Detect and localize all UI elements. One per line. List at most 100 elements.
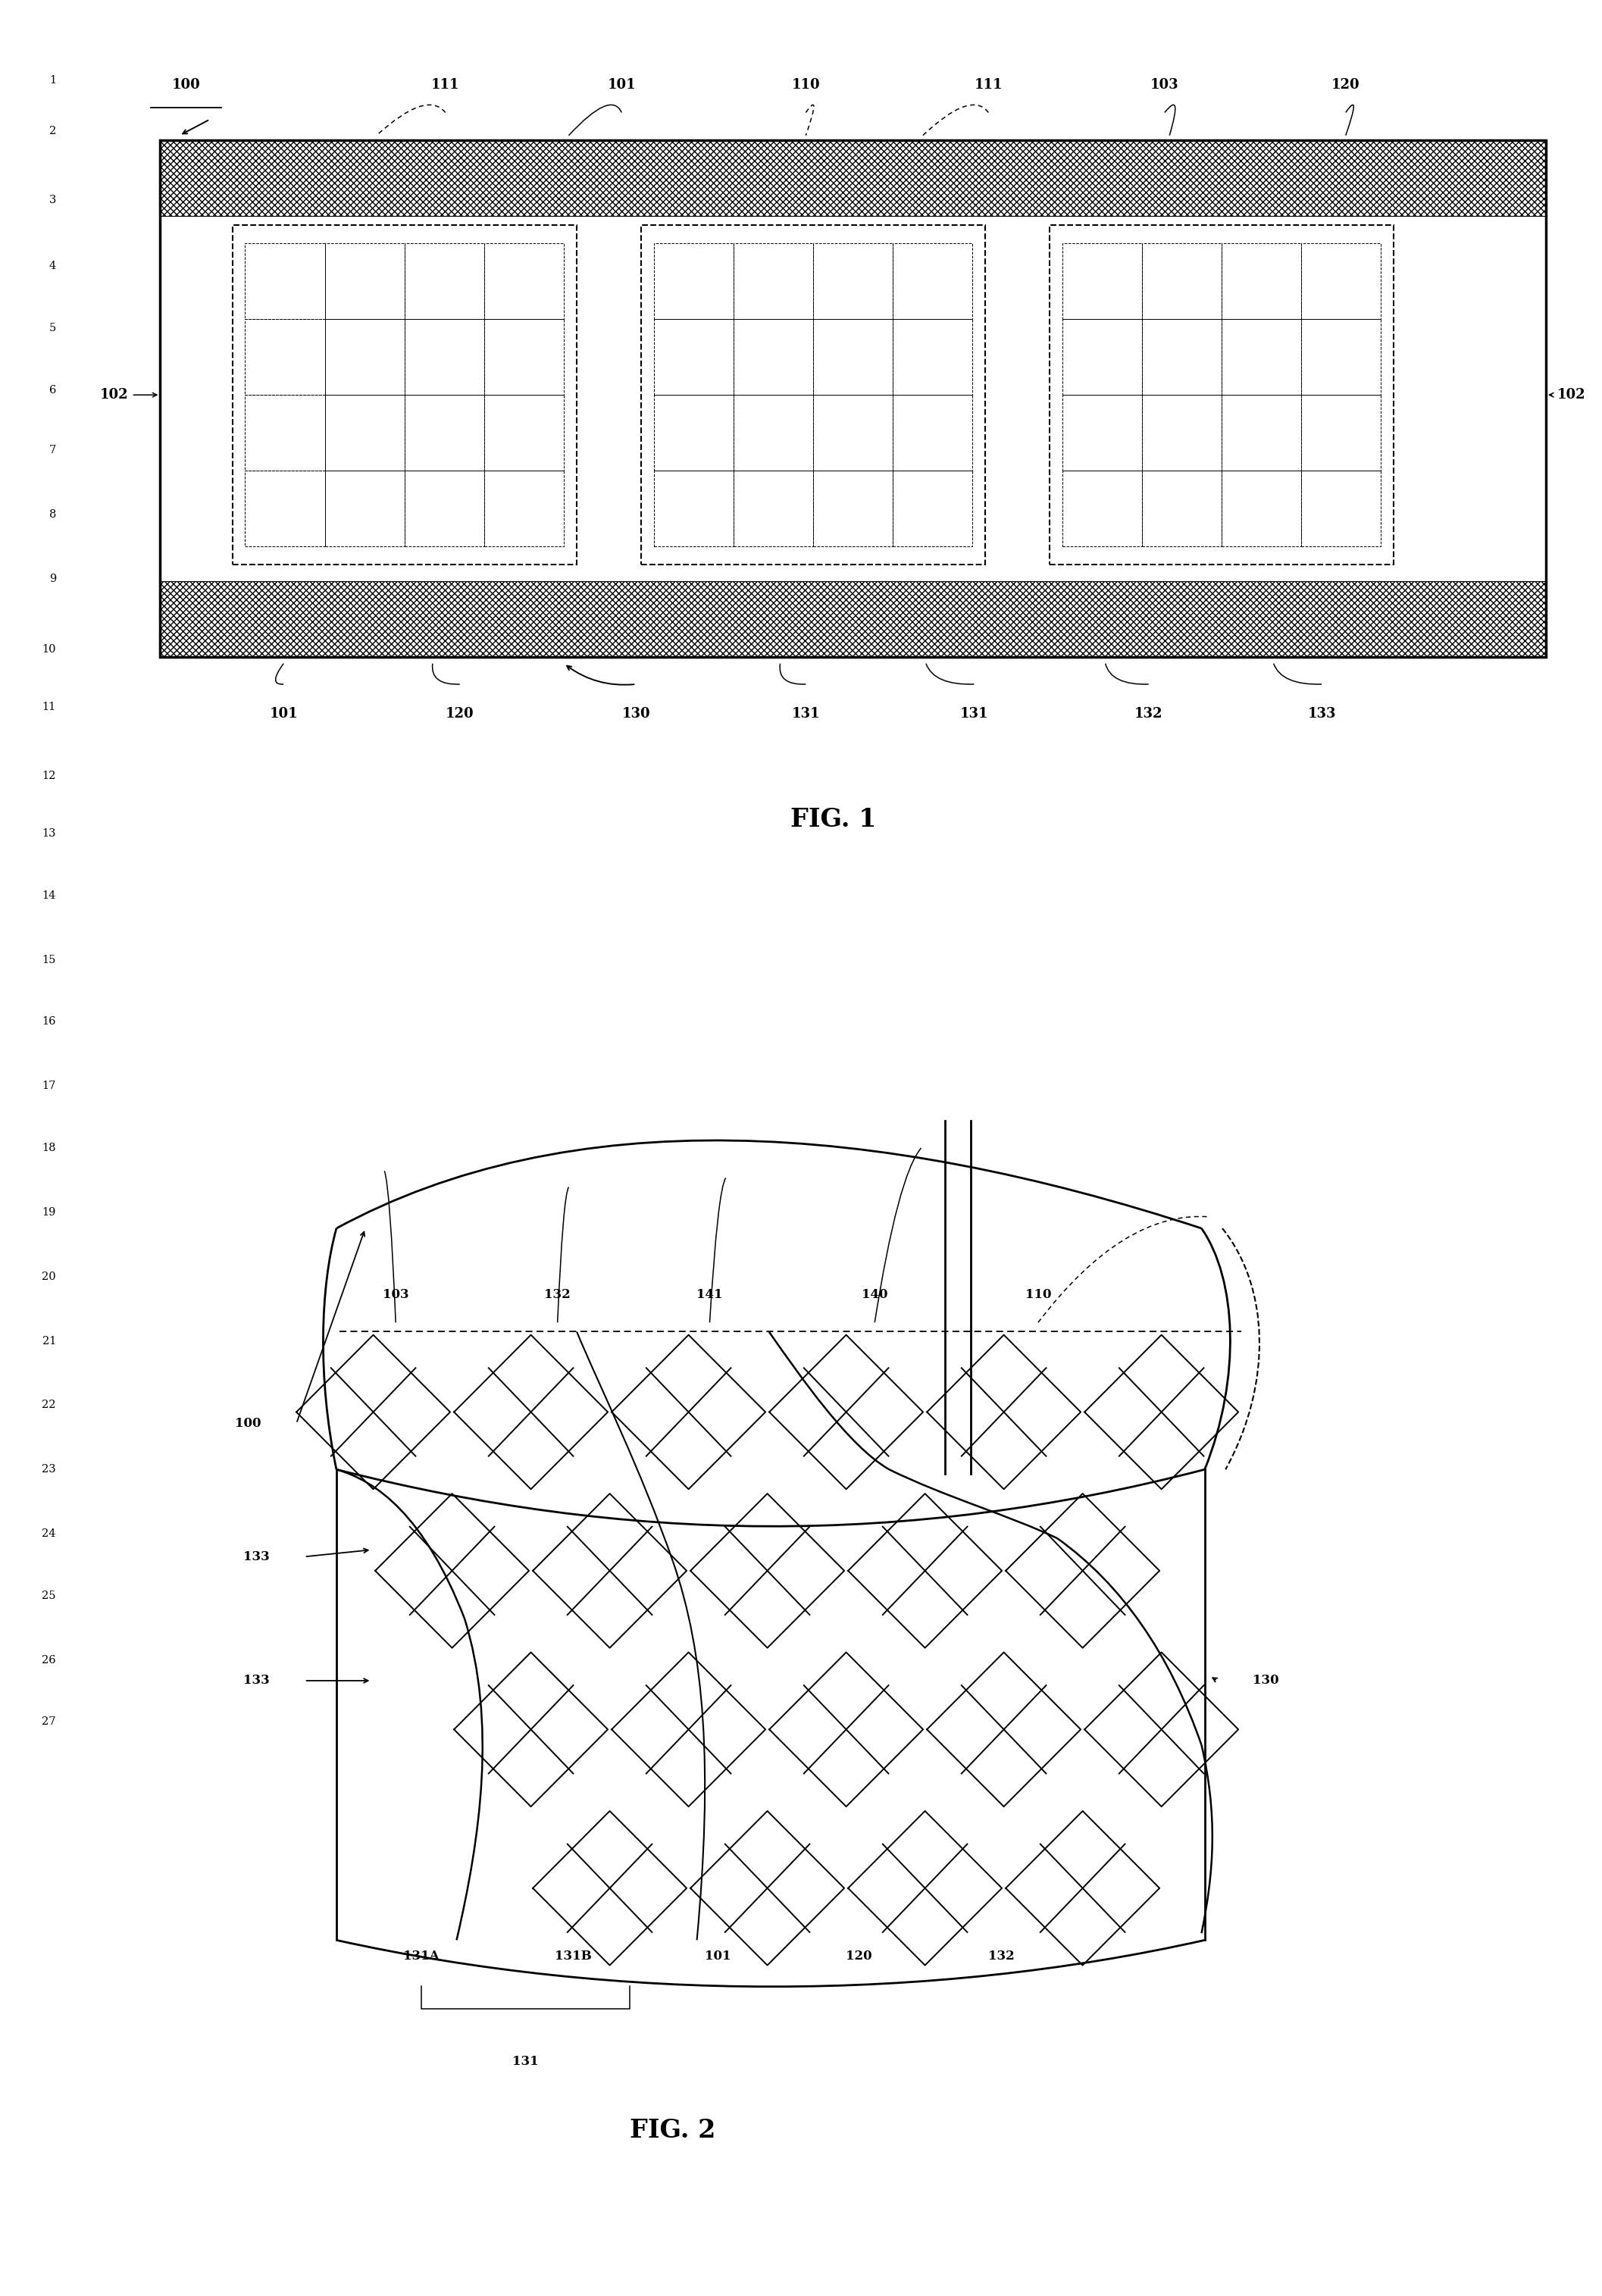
Bar <box>734 319 814 395</box>
Text: 17: 17 <box>42 1081 56 1091</box>
Bar <box>1301 471 1381 546</box>
Bar <box>325 471 405 546</box>
Bar <box>1062 243 1142 319</box>
Text: 14: 14 <box>42 891 56 900</box>
Text: 18: 18 <box>42 1143 56 1153</box>
Text: 23: 23 <box>42 1465 56 1474</box>
Bar <box>404 471 484 546</box>
Bar <box>325 243 405 319</box>
Text: 11: 11 <box>42 703 56 712</box>
Bar <box>245 243 325 319</box>
Bar <box>1062 471 1142 546</box>
Bar <box>654 319 734 395</box>
Bar <box>404 395 484 471</box>
Text: 21: 21 <box>42 1336 56 1345</box>
Text: 101: 101 <box>607 78 636 92</box>
Bar <box>814 395 892 471</box>
Bar <box>1142 243 1221 319</box>
Bar <box>1062 319 1142 395</box>
Text: 133: 133 <box>1307 707 1336 721</box>
Bar <box>654 395 734 471</box>
Bar <box>892 395 972 471</box>
Text: 10: 10 <box>42 645 56 654</box>
Bar <box>892 471 972 546</box>
Text: 131: 131 <box>960 707 988 721</box>
Bar <box>734 243 814 319</box>
Text: 19: 19 <box>42 1208 56 1217</box>
Text: 103: 103 <box>1150 78 1179 92</box>
Bar <box>1222 471 1301 546</box>
Bar <box>892 243 972 319</box>
Bar <box>1142 395 1221 471</box>
Bar <box>245 395 325 471</box>
Bar <box>1301 395 1381 471</box>
Text: 110: 110 <box>1025 1288 1051 1302</box>
Text: FIG. 2: FIG. 2 <box>630 2119 716 2142</box>
Bar <box>1222 395 1301 471</box>
Text: 13: 13 <box>42 829 56 838</box>
Text: 111: 111 <box>431 78 460 92</box>
Bar <box>814 319 892 395</box>
Text: 133: 133 <box>244 1550 269 1564</box>
Text: 131A: 131A <box>404 1949 439 1963</box>
Text: 1: 1 <box>50 76 56 85</box>
Bar <box>1301 243 1381 319</box>
Bar <box>245 471 325 546</box>
Text: 102: 102 <box>99 388 128 402</box>
Text: 131B: 131B <box>554 1949 593 1963</box>
Text: 2: 2 <box>50 126 56 135</box>
Text: 5: 5 <box>50 324 56 333</box>
Text: 101: 101 <box>269 707 298 721</box>
Bar <box>484 395 564 471</box>
Text: 20: 20 <box>42 1272 56 1281</box>
Text: 12: 12 <box>42 771 56 781</box>
Text: 15: 15 <box>42 955 56 964</box>
Text: 140: 140 <box>862 1288 888 1302</box>
Text: 8: 8 <box>50 510 56 519</box>
Text: 100: 100 <box>171 78 200 92</box>
Bar <box>654 243 734 319</box>
Text: 7: 7 <box>50 445 56 455</box>
Text: 131: 131 <box>791 707 820 721</box>
Bar <box>641 225 985 565</box>
Text: 22: 22 <box>42 1401 56 1410</box>
Bar <box>814 471 892 546</box>
Text: 110: 110 <box>791 78 820 92</box>
Text: 6: 6 <box>50 386 56 395</box>
Text: 141: 141 <box>697 1288 723 1302</box>
Bar <box>814 243 892 319</box>
Text: 100: 100 <box>235 1417 261 1430</box>
Bar <box>484 471 564 546</box>
Text: 120: 120 <box>445 707 474 721</box>
Bar <box>484 319 564 395</box>
Bar <box>1062 395 1142 471</box>
Text: 131: 131 <box>513 2055 538 2069</box>
Bar <box>160 140 1546 216</box>
Text: 132: 132 <box>545 1288 570 1302</box>
Bar <box>1142 319 1221 395</box>
Bar <box>404 243 484 319</box>
Text: 27: 27 <box>42 1717 56 1727</box>
Text: 24: 24 <box>42 1529 56 1538</box>
Bar <box>1222 319 1301 395</box>
Text: 102: 102 <box>1557 388 1586 402</box>
Text: 130: 130 <box>1253 1674 1278 1688</box>
Text: 101: 101 <box>705 1949 731 1963</box>
Bar <box>160 581 1546 657</box>
Text: 16: 16 <box>42 1017 56 1026</box>
Text: 120: 120 <box>1331 78 1360 92</box>
Bar <box>404 319 484 395</box>
Text: 120: 120 <box>846 1949 871 1963</box>
Bar <box>892 319 972 395</box>
Bar <box>245 319 325 395</box>
Bar <box>484 243 564 319</box>
Text: FIG. 1: FIG. 1 <box>790 808 876 831</box>
Text: 111: 111 <box>974 78 1003 92</box>
Bar <box>734 471 814 546</box>
Text: 9: 9 <box>50 574 56 583</box>
Bar <box>160 140 1546 657</box>
Bar <box>1142 471 1221 546</box>
Bar <box>325 319 405 395</box>
Bar <box>1049 225 1394 565</box>
Text: 132: 132 <box>1134 707 1163 721</box>
